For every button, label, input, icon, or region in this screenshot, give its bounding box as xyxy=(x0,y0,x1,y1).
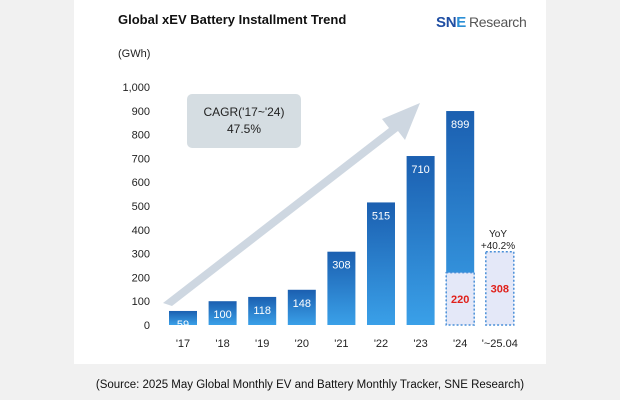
y-tick-label: 0 xyxy=(144,320,150,332)
bar-2024-partial xyxy=(445,271,475,326)
bar xyxy=(248,296,277,325)
cagr-callout-box xyxy=(187,94,301,148)
bar xyxy=(208,301,237,325)
bar xyxy=(169,310,197,325)
bar-2025-ytd xyxy=(485,250,515,326)
bar-value-label: 148 xyxy=(293,298,311,310)
bar-value-label: 308 xyxy=(332,260,350,272)
bar-value-label: 899 xyxy=(451,119,469,131)
y-tick-label: 400 xyxy=(132,225,150,237)
bar xyxy=(406,156,435,325)
x-tick-label: '23 xyxy=(413,338,427,350)
yoy-label: YoY xyxy=(489,229,507,240)
bar-value-label: 515 xyxy=(372,210,390,222)
chart-title: Global xEV Battery Installment Trend xyxy=(118,12,347,27)
y-axis-unit: (GWh) xyxy=(118,48,150,60)
bar xyxy=(327,251,356,325)
source-caption: (Source: 2025 May Global Monthly EV and … xyxy=(95,379,525,391)
sne-research-logo: SNE Research xyxy=(436,14,527,31)
x-tick-label: '~25.04 xyxy=(482,338,518,350)
bar-value-label: 100 xyxy=(213,309,231,321)
y-tick-label: 600 xyxy=(132,177,150,189)
x-tick-label: '22 xyxy=(374,338,388,350)
bar-value-label: 710 xyxy=(411,164,429,176)
y-tick-label: 1,000 xyxy=(122,82,150,94)
y-tick-label: 200 xyxy=(132,272,150,284)
bar-value-label: 308 xyxy=(491,283,509,295)
bar-chart: (GWh) CAGR('17~'24) 47.5% 0 100 200 300 400 5… xyxy=(118,48,518,350)
x-tick-label: '24 xyxy=(453,338,467,350)
y-tick-label: 300 xyxy=(132,249,150,261)
y-tick-label: 800 xyxy=(132,130,150,142)
logo-research: Research xyxy=(468,14,527,30)
bar xyxy=(367,202,395,325)
x-tick-label: '17 xyxy=(176,338,190,350)
bar xyxy=(287,289,316,325)
x-tick-label: '19 xyxy=(255,338,269,350)
bar-partial-value-label: 220 xyxy=(451,294,469,306)
bar-value-label: 59 xyxy=(177,319,189,331)
logo-e: E xyxy=(456,14,466,31)
y-tick-label: 100 xyxy=(132,296,150,308)
y-tick-label: 900 xyxy=(132,106,150,118)
y-tick-label: 700 xyxy=(132,153,150,165)
y-tick-label: 500 xyxy=(132,201,150,213)
logo-prefix: SN xyxy=(436,14,457,31)
trend-arrow-icon xyxy=(163,103,420,306)
cagr-value: 47.5% xyxy=(227,122,261,136)
x-tick-label: '18 xyxy=(215,338,229,350)
yoy-value: +40.2% xyxy=(481,241,515,252)
x-tick-label: '20 xyxy=(295,338,309,350)
cagr-label: CAGR('17~'24) xyxy=(204,105,285,119)
x-tick-label: '21 xyxy=(334,338,348,350)
bar-value-label: 118 xyxy=(253,305,271,317)
